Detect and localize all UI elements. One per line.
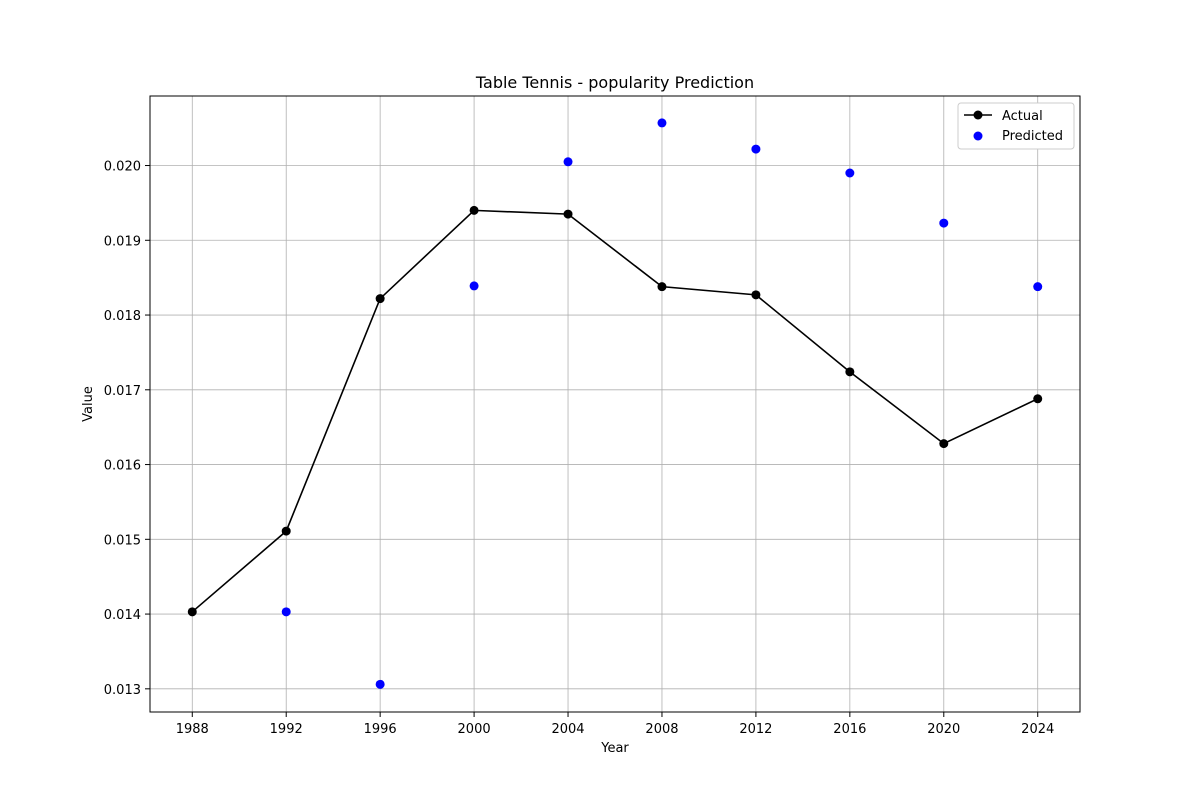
x-tick-label: 2000 <box>458 722 491 737</box>
legend-actual-marker <box>973 110 983 120</box>
predicted-point <box>845 168 855 178</box>
predicted-point <box>657 118 667 128</box>
plot-area <box>187 118 1043 689</box>
predicted-point <box>469 281 479 291</box>
predicted-point <box>281 607 291 617</box>
x-tick-label: 2024 <box>1021 722 1054 737</box>
series-actual-line <box>191 209 1039 613</box>
x-tick-label: 1988 <box>176 722 209 737</box>
chart-title: Table Tennis - popularity Prediction <box>475 73 754 92</box>
x-tick-label: 1992 <box>270 722 303 737</box>
actual-point <box>845 367 855 377</box>
actual-point <box>563 209 573 219</box>
y-tick-label: 0.020 <box>104 160 141 175</box>
legend-predicted-label: Predicted <box>1002 129 1063 144</box>
actual-point <box>469 205 479 215</box>
x-tick-label: 2016 <box>833 722 866 737</box>
legend-actual-label: Actual <box>1002 109 1043 124</box>
actual-point <box>657 282 667 292</box>
predicted-point <box>939 218 949 228</box>
y-axis: 0.013 0.014 0.015 0.016 0.017 0.018 0.019 0.020 <box>104 160 150 698</box>
actual-point <box>281 526 291 536</box>
x-tick-label: 2012 <box>739 722 772 737</box>
actual-point <box>375 294 385 304</box>
y-tick-label: 0.017 <box>104 384 141 399</box>
predicted-point <box>751 144 761 154</box>
x-axis-label: Year <box>600 741 629 756</box>
y-axis-label: Value <box>81 386 96 422</box>
axes-frame <box>149 95 1081 713</box>
actual-point <box>187 607 197 617</box>
y-tick-label: 0.015 <box>104 533 141 548</box>
legend-predicted-marker <box>973 131 983 141</box>
predicted-point <box>1033 282 1043 292</box>
y-tick-label: 0.014 <box>104 608 141 623</box>
y-tick-label: 0.016 <box>104 459 141 474</box>
grid <box>150 96 1080 712</box>
actual-point <box>751 290 761 300</box>
y-tick-label: 0.019 <box>104 234 141 249</box>
x-axis: 1988 1992 1996 2000 2004 2008 2012 2016 2020 2024 <box>176 712 1054 737</box>
predicted-point <box>563 157 573 167</box>
y-tick-label: 0.018 <box>104 309 141 324</box>
x-tick-label: 2004 <box>551 722 584 737</box>
actual-point <box>1033 394 1043 404</box>
predicted-point <box>375 679 385 689</box>
actual-point <box>939 439 949 449</box>
x-tick-label: 2008 <box>645 722 678 737</box>
legend: Actual Predicted <box>957 102 1075 150</box>
x-tick-label: 2020 <box>927 722 960 737</box>
y-tick-label: 0.013 <box>104 683 141 698</box>
x-tick-label: 1996 <box>364 722 397 737</box>
